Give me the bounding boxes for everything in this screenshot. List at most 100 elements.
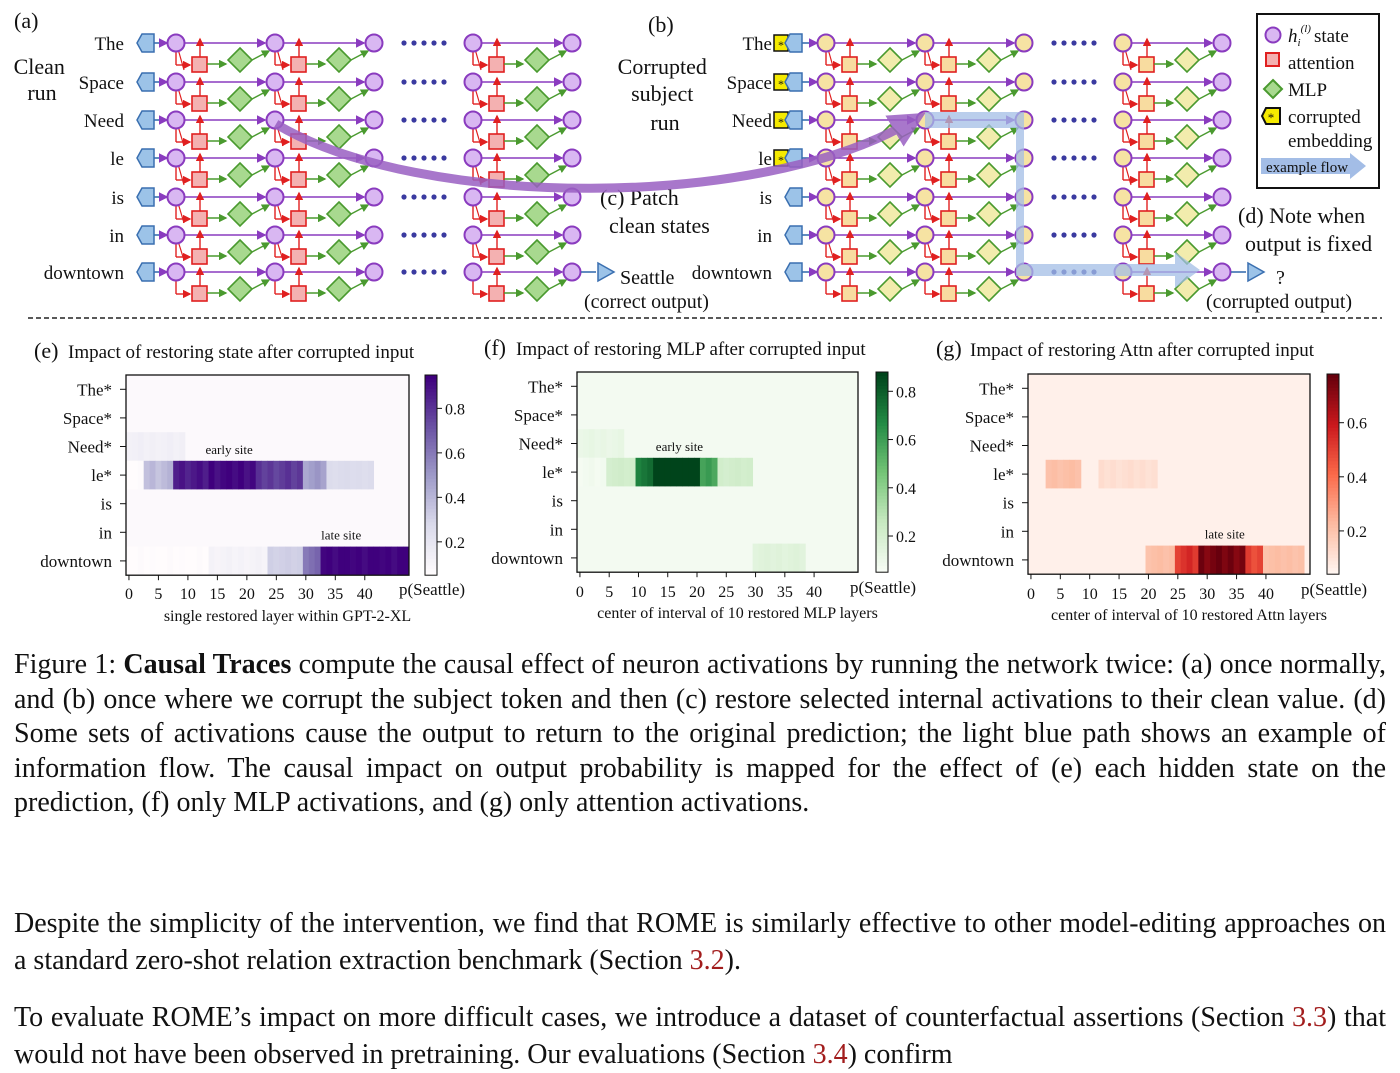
hidden-state-node (915, 225, 935, 245)
hidden-state-node (562, 110, 582, 130)
mlp-block (226, 85, 254, 113)
x-tick-label: 20 (689, 584, 705, 601)
heatmap-cell (1045, 459, 1052, 489)
colorbar-step (1327, 470, 1339, 475)
mlp-block (975, 275, 1003, 303)
legend-attention-icon (1265, 52, 1280, 67)
x-tick-label: 35 (1229, 586, 1245, 603)
heatmap-cell (137, 546, 145, 576)
colorbar-frame (1326, 373, 1340, 575)
row-label: The* (979, 379, 1014, 398)
colorbar-step (1327, 444, 1339, 448)
colorbar-step (1327, 527, 1339, 532)
heatmap-cell (238, 460, 245, 490)
colorbar-step (425, 458, 437, 463)
ellipsis-dot (1051, 155, 1057, 161)
panel-c-label: (c) Patch clean states (600, 185, 710, 238)
colorbar-step (1327, 397, 1339, 402)
colorbar-step (876, 398, 888, 403)
heatmap-cell (249, 546, 257, 576)
heatmap-cell (184, 546, 192, 576)
heatmap-cell (161, 546, 168, 576)
colorbar-step (425, 411, 437, 416)
heatmap-cell (1280, 545, 1287, 575)
causal-trace-heatmaps: The* Space* Need* le* is in downtown 0 5 10 15 20 25… (34, 335, 1367, 625)
legend-state-label: hi(l) state (1288, 23, 1349, 49)
heatmap-cell (344, 546, 351, 576)
colorbar-step (425, 388, 437, 393)
heatmap-cell (355, 546, 363, 576)
heatmap-cell (320, 546, 327, 576)
heatmap-cell (296, 460, 304, 490)
attn-cross-link (474, 202, 482, 224)
heatmap-cell (190, 546, 198, 576)
token-embedding-icon (784, 187, 803, 207)
colorbar-step (425, 465, 437, 469)
colorbar-step (876, 382, 888, 386)
mlp-out-link (350, 127, 370, 138)
ellipsis-dot (431, 40, 437, 46)
heatmap-cell (1298, 545, 1305, 575)
colorbar-step (876, 555, 888, 560)
token-label: is (111, 188, 124, 209)
mlp-out-link (901, 204, 921, 215)
ellipsis-dot (431, 232, 437, 238)
colorbar-step (876, 528, 888, 533)
mlp-out-link (1198, 242, 1218, 253)
colorbar-step (1327, 410, 1339, 415)
ellipsis-dot (401, 194, 407, 200)
x-tick-label: 5 (154, 586, 162, 603)
colorbar-step (876, 438, 888, 443)
mlp-block (226, 161, 254, 189)
mlp-block (325, 200, 353, 228)
hidden-state-node (1212, 225, 1232, 245)
attn-cross-link (474, 240, 482, 261)
mlp-block (975, 161, 1003, 189)
attention-block (290, 56, 307, 73)
panel-b-tag: (b) (648, 12, 674, 37)
attn-cross-link (276, 240, 284, 261)
row-label: le* (993, 465, 1014, 484)
legend-mlp-icon (1262, 78, 1284, 100)
colorbar-step (425, 521, 437, 526)
colorbar-step (425, 428, 437, 433)
heatmap-cell (220, 546, 227, 576)
mlp-block (523, 85, 551, 113)
figure-caption: Figure 1: Causal Traces compute the caus… (14, 648, 1386, 821)
colorbar-step (1327, 477, 1339, 482)
mlp-block (226, 123, 254, 151)
section-ref-3-4[interactable]: 3.4 (812, 1039, 848, 1070)
heatmap-cell (776, 543, 783, 573)
attention-block (191, 56, 208, 73)
x-tick-label: 15 (660, 584, 676, 601)
heatmap-cell (1057, 459, 1064, 489)
x-tick-label: 5 (605, 584, 613, 601)
paragraph-1: Despite the simplicity of the interventi… (14, 905, 1386, 979)
mlp-out-link (1198, 50, 1218, 61)
token-embedding-icon (784, 33, 803, 53)
heatmap-cell (594, 457, 601, 487)
clean-output-label: Seattle (620, 267, 675, 289)
colorbar-step (1327, 567, 1339, 572)
heatmap-cell (243, 546, 251, 576)
colorbar-step (876, 505, 888, 510)
heatmap-cell (1151, 545, 1158, 575)
colorbar-step (1327, 390, 1339, 395)
colorbar-step (876, 545, 888, 550)
mlp-out-link (1000, 204, 1020, 215)
heatmap-cell (799, 543, 806, 573)
colorbar-step (1327, 537, 1339, 542)
heatmap-cell (267, 546, 274, 576)
colorbar-step (876, 415, 888, 420)
heatmap-cell (126, 432, 133, 461)
site-annotation: late site (1205, 527, 1245, 542)
heatmap-cell (226, 546, 233, 576)
attention-block (191, 95, 208, 112)
colorbar-step (1327, 560, 1339, 565)
attention-block (841, 171, 858, 188)
section-ref-3-3[interactable]: 3.3 (1292, 1002, 1328, 1033)
colorbar-step (425, 438, 437, 443)
section-ref-3-2[interactable]: 3.2 (689, 945, 725, 976)
heatmap-cell (273, 546, 280, 576)
token-embedding-icon (784, 225, 803, 245)
